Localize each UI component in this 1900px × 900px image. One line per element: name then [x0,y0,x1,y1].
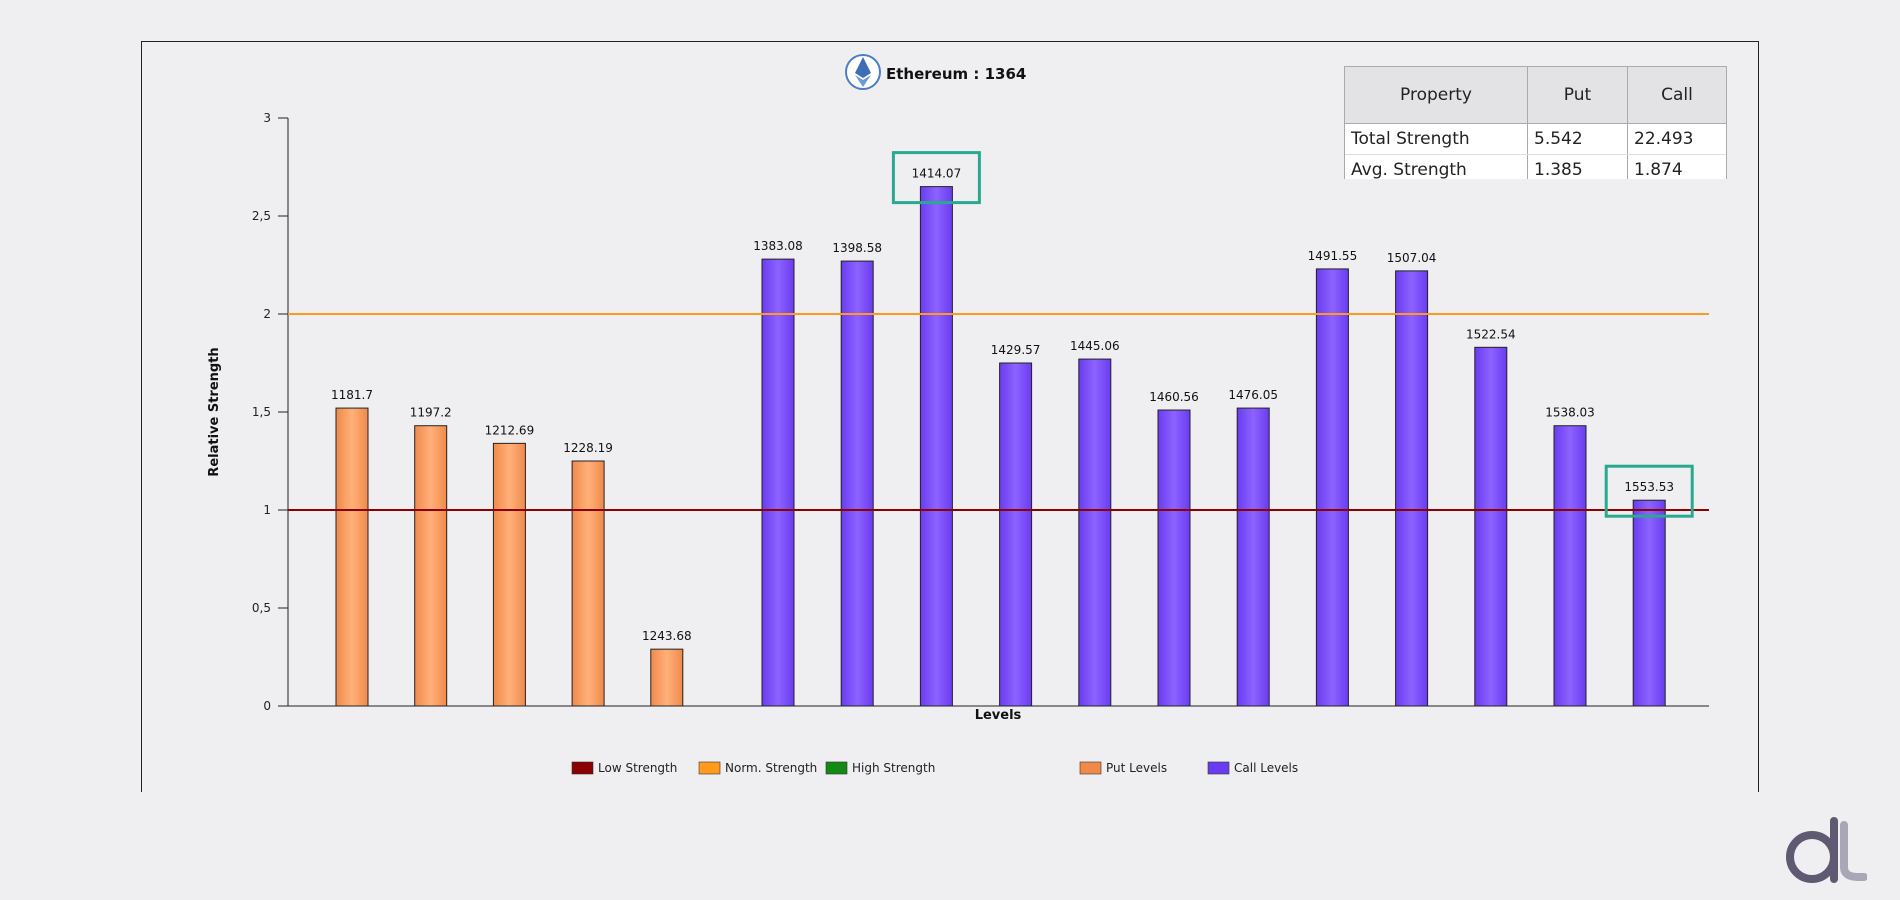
bar-label: 1398.58 [832,241,882,255]
table-header-call: Call [1627,67,1726,124]
bar-label: 1228.19 [563,441,613,455]
call-bar [1474,346,1508,707]
table-header-put: Put [1527,67,1628,124]
call-bar [1395,270,1429,707]
reference-lines [288,313,1709,511]
call-bar [1315,268,1349,707]
put-bar [414,425,448,707]
y-tick-label: 0,5 [252,601,271,615]
put-bar [571,460,605,707]
legend-label: Low Strength [598,761,677,775]
legend-label: Norm. Strength [725,761,817,775]
bar-label: 1476.05 [1228,388,1278,402]
bars [335,186,1666,707]
legend-swatch [1079,761,1102,775]
y-tick-label: 0 [263,699,271,713]
put-bar [650,648,684,707]
legend-swatch [698,761,721,775]
chart-frame [141,41,1759,792]
table-cell: Avg. Strength [1345,154,1528,179]
call-bar [1553,425,1587,707]
bar-label: 1460.56 [1149,390,1199,404]
x-axis-label: Levels [975,708,1022,723]
legend-label: High Strength [852,761,935,775]
table-cell: 1.385 [1527,154,1628,179]
call-bar [1157,409,1191,707]
table-row: Total Strength 5.542 22.493 [1345,123,1726,155]
bar-label: 1507.04 [1387,251,1437,265]
legend-swatch [571,761,594,775]
bar-label: 1553.53 [1624,480,1674,494]
bar-label: 1383.08 [753,239,803,253]
bar-label: 1197.2 [410,406,452,420]
y-tick-label: 3 [263,111,271,125]
call-bar [1078,358,1112,707]
highlight-boxes [891,151,1694,518]
table-cell: 5.542 [1527,123,1628,155]
legend-label: Put Levels [1106,761,1167,775]
call-bar [840,260,874,707]
bar-label: 1445.06 [1070,339,1120,353]
bar-label: 1522.54 [1466,327,1516,341]
highlight-box [891,151,981,205]
y-tick-label: 1,5 [252,405,271,419]
y-tick-label: 1 [263,503,271,517]
table-row: Avg. Strength 1.385 1.874 [1345,154,1726,179]
legend-swatch [825,761,848,775]
table-header-property: Property [1345,67,1528,124]
bar-label: 1491.55 [1308,249,1358,263]
table-cell: 22.493 [1627,123,1726,155]
table-cell: 1.874 [1627,154,1726,179]
call-bar [999,362,1033,707]
bar-label: 1212.69 [485,423,535,437]
call-bar [1236,407,1270,707]
dt-logo-icon [1786,817,1867,883]
bar-label: 1429.57 [991,343,1041,357]
ethereum-icon [845,54,881,90]
call-bar [1632,499,1666,707]
put-bar [335,407,369,707]
y-axis-label: Relative Strength [207,347,222,476]
put-bar [492,442,526,707]
y-tick-label: 2 [263,307,271,321]
bar-label: 1414.07 [912,167,962,181]
bar-label: 1181.7 [331,388,373,402]
legend-swatch [1207,761,1230,775]
legend: Low Strength Norm. Strength High Strength P… [571,761,1298,775]
highlight-box [1604,464,1694,518]
strength-table: Property Put Call Total Strength 5.542 2… [1344,66,1727,179]
y-tick-label: 2,5 [252,209,271,223]
legend-label: Call Levels [1234,761,1298,775]
table-cell: Total Strength [1345,123,1528,155]
data-labels: 1181.7 1197.2 1212.69 1228.19 1243.68 1383.08… [331,167,1674,644]
call-bar [919,186,953,707]
bar-label: 1538.03 [1545,406,1595,420]
chart-title: Ethereum : 1364 [886,65,1026,83]
bar-label: 1243.68 [642,629,692,643]
call-bar [761,258,795,707]
